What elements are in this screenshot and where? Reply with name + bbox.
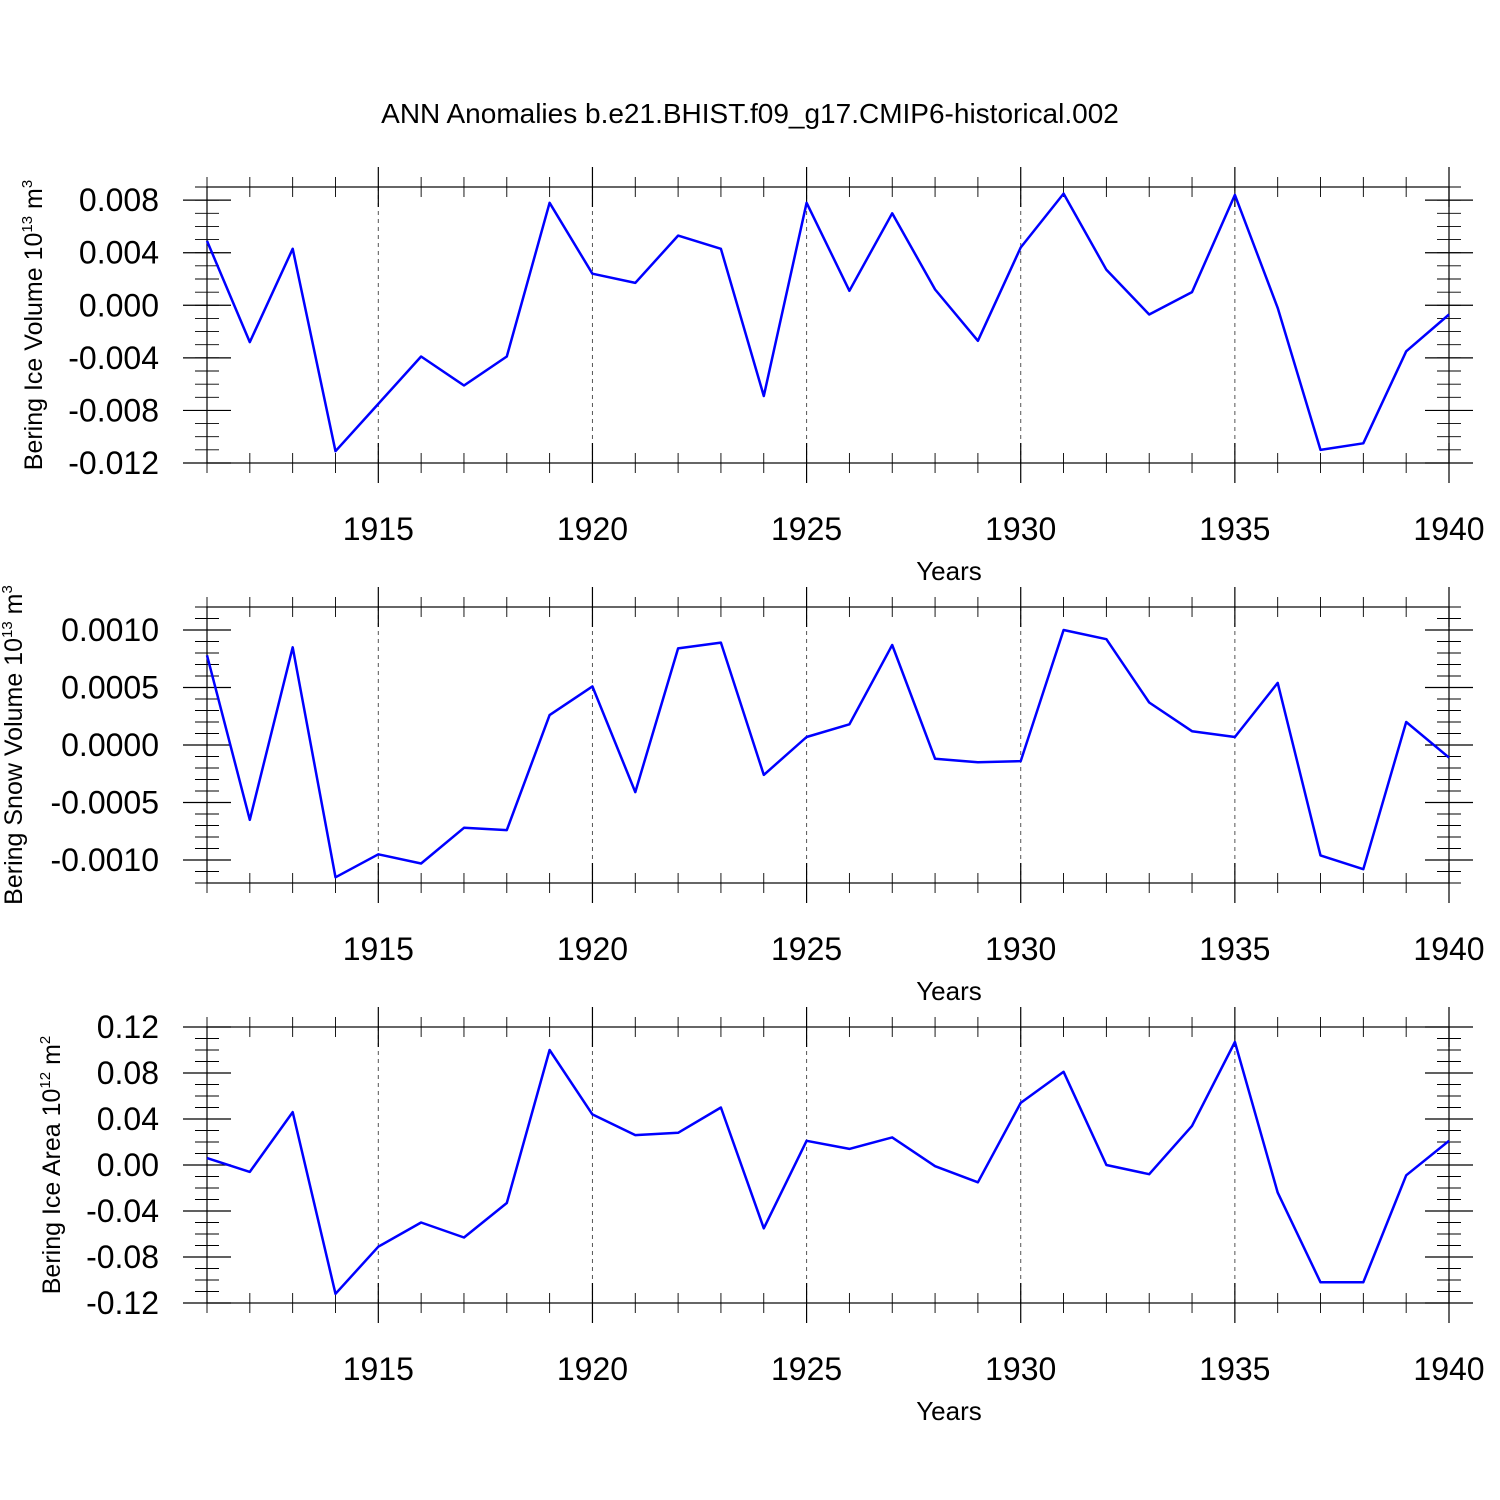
- x-tick-label: 1935: [1199, 931, 1270, 967]
- chart-title: ANN Anomalies b.e21.BHIST.f09_g17.CMIP6-…: [381, 98, 1119, 129]
- y-axis-label-unit: m: [38, 1044, 66, 1072]
- series-line: [205, 192, 1450, 453]
- y-axis-label: Bering Ice Area 1012 m2: [37, 1036, 66, 1295]
- y-axis-label-exponent: 13: [0, 621, 16, 638]
- x-tick-label: 1925: [771, 1351, 842, 1387]
- x-axis-label: Years: [916, 556, 982, 586]
- x-tick-label: 1920: [557, 1351, 628, 1387]
- y-axis-label: Bering Ice Volume 1013 m3: [19, 180, 48, 470]
- x-tick-label: 1920: [557, 931, 628, 967]
- x-tick-label: 1940: [1413, 1351, 1484, 1387]
- y-tick-label: 0.12: [97, 1009, 159, 1045]
- y-tick-label: -0.04: [86, 1193, 159, 1229]
- x-tick-label: 1940: [1413, 511, 1484, 547]
- y-axis-label: Bering Snow Volume 1013 m3: [0, 585, 28, 905]
- y-tick-label: 0.0000: [61, 727, 159, 763]
- x-tick-label: 1915: [343, 1351, 414, 1387]
- y-tick-label: 0.04: [97, 1101, 159, 1137]
- x-tick-label: 1935: [1199, 511, 1270, 547]
- x-tick-label: 1930: [985, 931, 1056, 967]
- y-tick-label: -0.08: [86, 1239, 159, 1275]
- y-tick-label: -0.012: [68, 445, 159, 481]
- x-tick-label: 1930: [985, 1351, 1056, 1387]
- x-tick-label: 1920: [557, 511, 628, 547]
- y-tick-label: 0.00: [97, 1147, 159, 1183]
- x-axis-label: Years: [916, 1396, 982, 1426]
- y-axis-label-text: Bering Snow Volume 10: [0, 638, 28, 905]
- chart-panel-1: 1915 1920 1925 1930 1935 1940 0.008 0.004 0.000 -…: [19, 167, 1485, 586]
- x-tick-label: 1925: [771, 511, 842, 547]
- y-axis-label-unit-exponent: 3: [0, 585, 16, 593]
- y-tick-label: 0.004: [79, 235, 159, 271]
- series-line: [205, 628, 1450, 879]
- y-axis-label-exponent: 13: [19, 216, 36, 233]
- y-axis-label-text: Bering Ice Area 10: [38, 1089, 66, 1295]
- chart-panel-3: 1915 1920 1925 1930 1935 1940 0.12 0.08 0.04 0.00…: [37, 1007, 1485, 1426]
- x-tick-label: 1940: [1413, 931, 1484, 967]
- y-tick-label: -0.0010: [50, 842, 159, 878]
- y-tick-label: 0.0005: [61, 670, 159, 706]
- x-tick-label: 1915: [343, 931, 414, 967]
- y-axis-label-unit-exponent: 2: [37, 1036, 54, 1044]
- plot-frame: [206, 1026, 1450, 1304]
- y-axis-label-unit: m: [20, 188, 48, 216]
- plot-frame: [206, 606, 1450, 884]
- x-axis-label: Years: [916, 976, 982, 1006]
- y-axis-label-unit-exponent: 3: [19, 180, 36, 188]
- y-tick-label: 0.008: [79, 182, 159, 218]
- x-tick-label: 1925: [771, 931, 842, 967]
- y-tick-label: 0.000: [79, 287, 159, 323]
- y-tick-label: 0.08: [97, 1055, 159, 1091]
- series-line: [206, 1040, 1450, 1296]
- x-tick-label: 1930: [985, 511, 1056, 547]
- y-tick-label: -0.004: [68, 340, 159, 376]
- x-tick-label: 1915: [343, 511, 414, 547]
- chart-panel-2: 1915 1920 1925 1930 1935 1940 0.0010 0.0005 0.00…: [0, 585, 1485, 1006]
- x-tick-label: 1935: [1199, 1351, 1270, 1387]
- y-axis-label-unit: m: [0, 594, 28, 622]
- y-tick-label: 0.0010: [61, 612, 159, 648]
- y-tick-label: -0.0005: [50, 785, 159, 821]
- y-tick-label: -0.008: [68, 392, 159, 428]
- y-axis-label-text: Bering Ice Volume 10: [20, 233, 48, 471]
- y-axis-label-exponent: 12: [37, 1072, 54, 1089]
- y-tick-label: -0.12: [86, 1285, 159, 1321]
- plot-frame: [206, 186, 1450, 464]
